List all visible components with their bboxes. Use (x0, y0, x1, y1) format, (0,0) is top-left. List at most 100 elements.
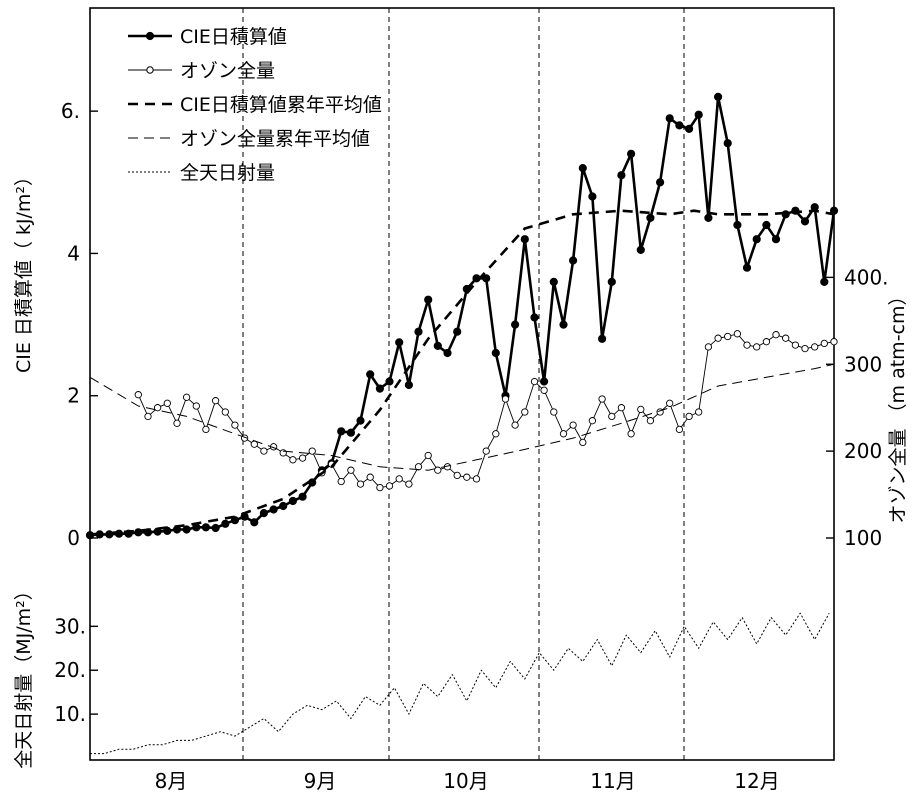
ozone-y-axis-title: オゾン全量 （m atm-cm） (887, 287, 909, 524)
series-1-point (269, 505, 278, 514)
series-1-point (723, 139, 732, 148)
series-1-point (675, 121, 684, 130)
axis-titles: CIE 日積算値（ kJ/m²） 全天日射量（MJ/m²） オゾン全量 （m atm… (13, 167, 909, 769)
x-tick-label: 9月 (304, 769, 337, 793)
radiation-y-tick-label: 20. (54, 658, 86, 682)
series-1-point (182, 525, 191, 534)
series-2-point (192, 402, 200, 410)
series-2-point (540, 386, 548, 394)
series-2-point (463, 473, 471, 481)
series-1-point (395, 338, 404, 347)
legend-swatch-marker (146, 66, 154, 74)
series-2-point (182, 393, 191, 401)
series-2-point (695, 408, 703, 416)
series-2-point (221, 408, 229, 416)
series-2-point (134, 391, 142, 399)
cie-y-axis-title: CIE 日積算値（ kJ/m²） (13, 167, 35, 373)
series-2-point (550, 408, 558, 416)
plot-border (89, 7, 835, 761)
series-2-point (617, 404, 626, 412)
series-2-point (376, 483, 384, 492)
series-2-point (704, 343, 713, 351)
series-2-point (173, 419, 181, 427)
series-1-point (337, 427, 346, 436)
series-2-point (753, 343, 761, 351)
series-1-point (510, 320, 520, 329)
series-1-point (230, 516, 239, 525)
series-1-point (627, 149, 636, 158)
series-2-point (308, 447, 316, 455)
series-1-point (385, 377, 394, 386)
series-1-point (424, 295, 433, 304)
series-2-point (211, 397, 220, 405)
series-1-point (636, 245, 645, 254)
series-1-point (288, 496, 297, 506)
series-1-point (742, 263, 752, 272)
series-1-point (530, 313, 539, 322)
series-1-point (617, 171, 626, 180)
series-1-point (414, 327, 423, 336)
series-1-point (569, 256, 578, 265)
series-1-point (800, 217, 810, 226)
series-1-point (201, 523, 210, 532)
series-2-point (724, 332, 732, 341)
series-1-point (404, 380, 413, 390)
series-2-point (820, 339, 828, 348)
series-2-point (588, 417, 597, 425)
series-2-point (559, 430, 568, 438)
x-tick-label: 12月 (734, 769, 779, 793)
series-2-point (347, 466, 355, 474)
series-2-point (762, 338, 771, 346)
series-2-point (153, 404, 162, 412)
plot-frame (89, 7, 835, 761)
series-2-point (811, 343, 819, 351)
radiation-y-tick-label: 30. (54, 614, 86, 638)
series-2-point (685, 412, 693, 421)
series-2-point (482, 447, 490, 455)
series-2-point (501, 395, 510, 403)
legend-label: オゾン全量 (180, 60, 275, 82)
series-1-point (549, 277, 558, 286)
series-1-point (598, 334, 607, 343)
series-1-point (298, 492, 307, 501)
ozone-y-tick-label: 200 (844, 439, 882, 463)
series-2-point (260, 447, 268, 455)
series-1-point (482, 274, 491, 283)
series-2-point (289, 456, 297, 464)
series-2-point (530, 377, 539, 386)
series-2-point (356, 480, 365, 488)
series-1-point (820, 277, 829, 286)
series-1-point (733, 220, 742, 230)
series-1-point (443, 348, 452, 358)
legend-swatch-marker (145, 31, 155, 41)
series-1-point (356, 416, 365, 425)
series-2-point (733, 330, 742, 338)
series-1-point (279, 501, 288, 511)
x-tick-label: 10月 (443, 769, 488, 793)
series-line-4 (89, 363, 835, 471)
series-2-point (144, 412, 152, 421)
series-1-point (259, 508, 268, 518)
series-2-point (521, 408, 529, 416)
series-2-point (453, 471, 461, 480)
series-2-point (791, 341, 800, 349)
ozone-y-tick-label: 400. (844, 265, 889, 289)
legend-label: CIE日積算値累年平均値 (180, 94, 382, 116)
series-2-point (511, 421, 519, 429)
tick-layer: 8月 9月 10月 11月 12月 0 2 4 6. 10. 20. 30. 100 200 300 400. (54, 99, 888, 793)
series-1-point (646, 213, 655, 222)
series-1-point (153, 527, 162, 536)
series-2-point (163, 399, 171, 407)
series-2-point (627, 430, 635, 438)
series-2-point (608, 412, 616, 421)
series-2-point (337, 477, 345, 486)
series-2-point (772, 331, 780, 339)
series-1-point (134, 528, 143, 537)
series-2-point (202, 425, 210, 434)
x-tick-label: 8月 (155, 769, 188, 793)
series-1-point (762, 220, 771, 230)
series-1-point (375, 384, 384, 393)
